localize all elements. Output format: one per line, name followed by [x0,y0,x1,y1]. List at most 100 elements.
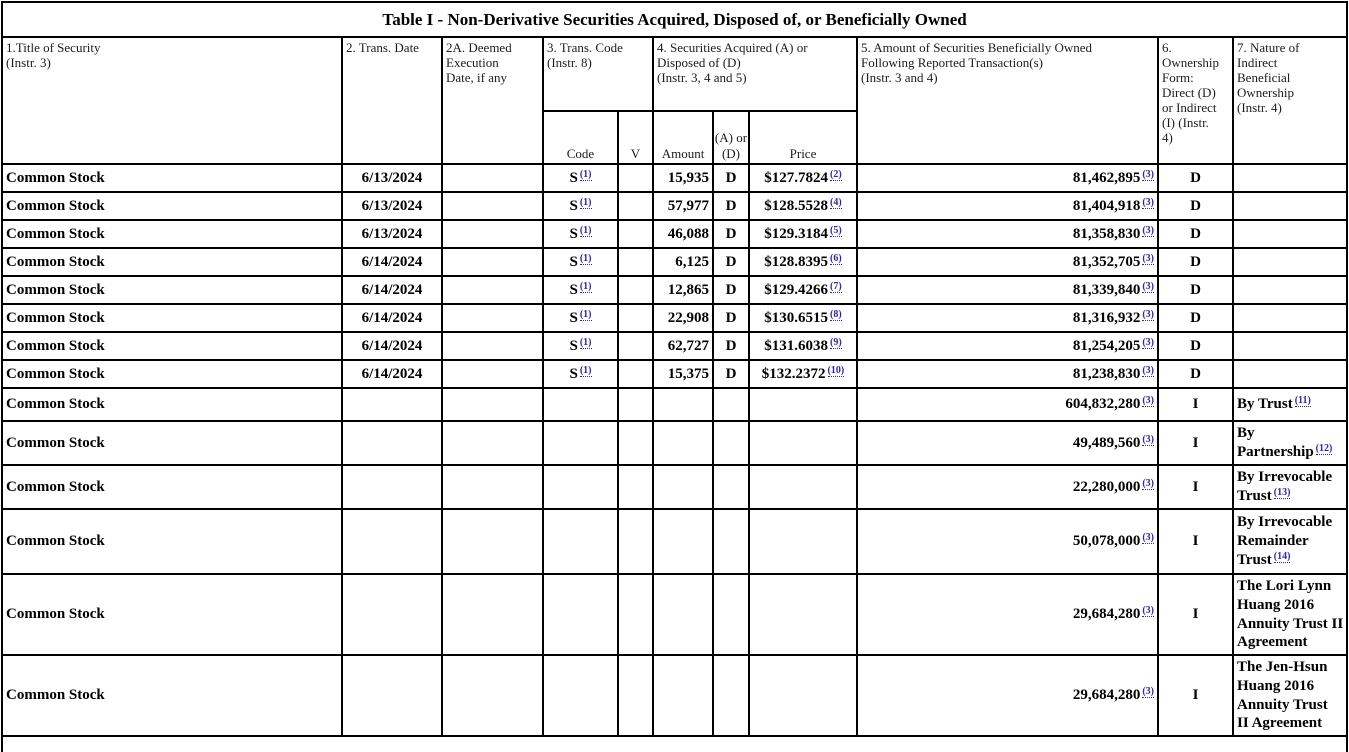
amount-owned-value: 81,352,705 [1072,253,1141,270]
nature-value: The Jen-Hsun Huang 2016 Annuity Trust II… [1237,659,1328,732]
cell-acquired-or-disposed [712,464,750,510]
table-row: Common Stock 6/14/2024 S (1) 62,727 D $13… [1,331,1349,361]
table-title-row: Table I - Non-Derivative Securities Acqu… [0,1,1349,38]
subheader-v: V [617,110,654,165]
amount-owned-value: 50,078,000 [1072,533,1141,550]
nature-value: By Irrevocable Remainder Trust [1237,514,1333,568]
cell-acquired-or-disposed: D [712,275,750,305]
cell-amount-owned: 604,832,280 (3) [856,387,1159,422]
transaction-code-value: S [569,337,578,354]
owned-footnote-link[interactable]: (3) [1142,280,1154,293]
cell-ownership-form: I [1157,420,1234,466]
amount-owned-value: 81,254,205 [1072,337,1141,354]
cell-deemed-execution-date [441,508,544,575]
price-footnote-link[interactable]: (5) [830,224,842,237]
cell-ownership-form: I [1157,387,1234,422]
amount-owned-value: 81,316,932 [1072,309,1141,326]
code-footnote-link[interactable]: (1) [579,308,592,321]
cell-title-of-security: Common Stock [1,464,343,510]
owned-footnote-link[interactable]: (3) [1142,605,1154,618]
owned-footnote-link[interactable]: (3) [1142,336,1154,349]
cell-ownership-form: D [1157,275,1234,305]
cell-transaction-date: 6/14/2024 [341,331,443,361]
header-transaction-date: 2. Trans. Date [341,36,443,165]
nature-footnote-link[interactable]: (12) [1315,443,1333,455]
price-footnote-link[interactable]: (6) [830,252,842,265]
owned-footnote-link[interactable]: (3) [1142,196,1154,209]
footnote-area-partial [0,735,1349,752]
owned-footnote-link[interactable]: (3) [1142,364,1154,377]
cell-ownership-form: D [1157,359,1234,389]
cell-deemed-execution-date [441,331,544,361]
owned-footnote-link[interactable]: (3) [1142,168,1154,181]
cell-nature-of-ownership [1231,219,1349,249]
cell-amount [652,387,714,422]
cell-v [617,387,654,422]
code-footnote-link[interactable]: (1) [579,252,592,265]
table-row: Common Stock 22,280,000 (3) I By Irrevoca… [1,464,1349,510]
owned-footnote-link[interactable]: (3) [1142,395,1154,408]
nature-footnote-link[interactable]: (13) [1273,487,1291,499]
table-row: Common Stock 6/14/2024 S (1) 22,908 D $13… [1,303,1349,333]
transaction-code-value: S [569,281,578,298]
price-footnote-link[interactable]: (10) [827,364,845,377]
cell-transaction-code: S (1) [542,247,619,277]
transaction-code-value: S [569,365,578,382]
table-row: Common Stock 6/14/2024 S (1) 6,125 D $128… [1,247,1349,277]
cell-nature-of-ownership: The Jen-Hsun Huang 2016 Annuity Trust II… [1231,654,1349,737]
cell-amount [652,573,714,656]
owned-footnote-link[interactable]: (3) [1142,686,1154,699]
owned-footnote-link[interactable]: (3) [1142,252,1154,265]
cell-transaction-code: S (1) [542,359,619,389]
amount-owned-value: 81,238,830 [1072,365,1141,382]
cell-deemed-execution-date [441,219,544,249]
cell-price: $130.6515 (8) [748,303,858,333]
cell-amount [652,508,714,575]
code-footnote-link[interactable]: (1) [579,168,592,181]
cell-acquired-or-disposed: D [712,163,750,193]
header-ownership-form: 6. Ownership Form: Direct (D) or Indirec… [1157,36,1234,165]
cell-transaction-code: S (1) [542,331,619,361]
cell-deemed-execution-date [441,654,544,737]
cell-title-of-security: Common Stock [1,654,343,737]
cell-deemed-execution-date [441,464,544,510]
subheader-price: Price [748,110,858,165]
nature-footnote-link[interactable]: (14) [1273,550,1291,563]
price-footnote-link[interactable]: (9) [830,336,842,349]
owned-footnote-link[interactable]: (3) [1142,477,1154,490]
footnote-area-row [0,735,1349,752]
price-footnote-link[interactable]: (7) [830,280,842,293]
cell-deemed-execution-date [441,573,544,656]
cell-ownership-form: I [1157,654,1234,737]
cell-price: $129.3184 (5) [748,219,858,249]
code-footnote-link[interactable]: (1) [579,336,592,349]
owned-footnote-link[interactable]: (3) [1142,433,1154,446]
amount-owned-value: 29,684,280 [1072,687,1141,704]
owned-footnote-link[interactable]: (3) [1142,308,1154,321]
code-footnote-link[interactable]: (1) [579,196,592,209]
price-footnote-link[interactable]: (2) [830,168,842,181]
code-footnote-link[interactable]: (1) [579,280,592,293]
owned-footnote-link[interactable]: (3) [1142,532,1154,545]
cell-amount: 15,935 [652,163,714,193]
nature-footnote-link[interactable]: (11) [1294,395,1311,408]
cell-ownership-form: D [1157,163,1234,193]
nature-value: By Partnership [1237,425,1314,460]
cell-acquired-or-disposed [712,387,750,422]
cell-transaction-date [341,654,443,737]
price-value: $131.6038 [764,337,829,354]
price-footnote-link[interactable]: (8) [830,308,842,321]
cell-title-of-security: Common Stock [1,219,343,249]
owned-footnote-link[interactable]: (3) [1142,224,1154,237]
nature-value: By Irrevocable Trust [1237,469,1333,504]
cell-v [617,191,654,221]
cell-deemed-execution-date [441,275,544,305]
cell-title-of-security: Common Stock [1,247,343,277]
code-footnote-link[interactable]: (1) [579,364,592,377]
cell-title-of-security: Common Stock [1,163,343,193]
cell-transaction-code: S (1) [542,275,619,305]
code-footnote-link[interactable]: (1) [579,224,592,237]
price-footnote-link[interactable]: (4) [830,196,842,209]
table-row: Common Stock 50,078,000 (3) I By Irrevoca… [1,508,1349,575]
table-row: Common Stock 6/13/2024 S (1) 46,088 D $12… [1,219,1349,249]
